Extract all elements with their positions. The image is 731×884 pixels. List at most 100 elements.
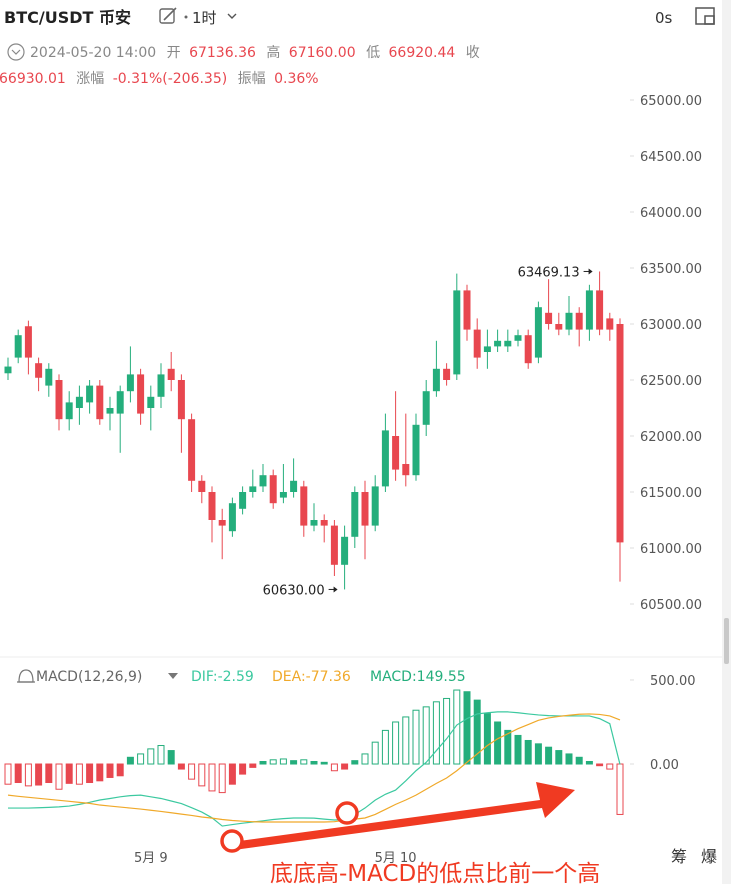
- macd-bar: [218, 763, 226, 794]
- candle-body: [208, 492, 216, 520]
- y-tick-label: 62000.00: [640, 430, 702, 445]
- macd-bar: [483, 713, 491, 765]
- macd-bar: [249, 763, 257, 768]
- candle-body: [45, 368, 53, 386]
- y-tick-label: 500.00: [650, 674, 696, 689]
- macd-bar: [371, 741, 379, 765]
- macd-bar: [65, 763, 73, 784]
- candle-body: [381, 430, 389, 487]
- macd-bar: [86, 763, 94, 784]
- y-tick-label: 64500.00: [640, 150, 702, 165]
- y-tick-label: 63000.00: [640, 318, 702, 333]
- candle-body: [524, 335, 532, 364]
- candle-body: [361, 492, 369, 526]
- high: 67160.00: [289, 45, 356, 61]
- macd-bar: [351, 760, 359, 765]
- macd-bar: [157, 745, 165, 765]
- macd-bar: [432, 701, 440, 765]
- macd-bar: [228, 763, 236, 785]
- macd-bar: [259, 760, 267, 765]
- interval-chevron[interactable]: [227, 13, 237, 19]
- macd-bar: [45, 763, 53, 784]
- layout-icon[interactable]: [695, 7, 715, 25]
- candle-body: [575, 312, 583, 330]
- macd-bar: [167, 750, 175, 765]
- edit-icon[interactable]: [159, 7, 177, 24]
- macd-bar: [514, 734, 522, 765]
- macd-bar: [616, 763, 624, 815]
- macd-bar: [555, 750, 563, 765]
- macd-bar: [392, 721, 400, 765]
- candle-body: [75, 396, 83, 408]
- dot: [184, 15, 188, 19]
- low: 66920.44: [389, 45, 456, 61]
- time: 2024-05-20 14:00: [30, 45, 156, 61]
- candle-body: [606, 318, 614, 330]
- alert-icon[interactable]: [17, 669, 35, 683]
- macd-bar: [126, 756, 134, 765]
- macd-bar: [422, 706, 430, 765]
- candle-body: [55, 380, 63, 420]
- candle-body: [534, 307, 542, 358]
- candle-body: [35, 363, 43, 378]
- amplitude: 0.36%: [274, 71, 318, 87]
- macd-bar: [575, 756, 583, 765]
- indicator-menu[interactable]: [168, 673, 178, 679]
- amplitude-label: 振幅: [238, 71, 266, 87]
- macd-bar: [14, 763, 22, 784]
- scrollbar[interactable]: [722, 0, 731, 884]
- macd-bar: [177, 763, 185, 770]
- collapse-icon[interactable]: [7, 43, 25, 61]
- macd-bar: [24, 763, 32, 787]
- candle-body: [616, 324, 624, 543]
- candle-body: [259, 475, 267, 487]
- interval[interactable]: 1时: [192, 9, 217, 27]
- annotation-arrow: [232, 782, 575, 850]
- candle-body: [371, 486, 379, 526]
- legend-dif: DIF:-2.59: [191, 669, 254, 685]
- indicator-name[interactable]: MACD(12,26,9): [36, 669, 142, 685]
- candle-body: [330, 525, 338, 565]
- macd-bar: [35, 763, 43, 786]
- macd-bar: [361, 753, 369, 765]
- y-tick-label: 0.00: [650, 758, 679, 773]
- chips-button[interactable]: 筹: [671, 847, 687, 866]
- low-label: 低: [366, 45, 380, 61]
- candle-body: [137, 374, 145, 414]
- x-tick-label: 5月 9: [134, 851, 168, 866]
- symbol[interactable]: BTC/USDT 币安: [4, 8, 131, 27]
- macd-bar: [524, 739, 532, 765]
- min-arrow: [333, 586, 338, 593]
- macd-bar: [279, 758, 287, 765]
- annotation-text: 底底高-MACD的低点比前一个高: [270, 861, 600, 884]
- macd-bar: [96, 763, 104, 782]
- candle-body: [320, 520, 328, 526]
- macd-bar: [412, 709, 420, 765]
- max-arrow: [588, 268, 593, 275]
- macd-bar: [402, 716, 410, 765]
- candle-body: [596, 290, 604, 330]
- macd-bar: [381, 729, 389, 765]
- candle-body: [453, 290, 461, 375]
- open: 67136.36: [189, 45, 256, 61]
- macd-bar: [198, 763, 206, 787]
- candle-body: [65, 402, 73, 420]
- scroll-handle[interactable]: [724, 618, 729, 664]
- macd-bar: [4, 763, 12, 785]
- macd-bar: [137, 753, 145, 765]
- candle-body: [402, 464, 410, 476]
- candle-body: [341, 536, 349, 565]
- legend-dea: DEA:-77.36: [272, 669, 351, 685]
- close: 66930.01: [0, 71, 66, 87]
- macd-bar: [473, 699, 481, 765]
- liquidation-button[interactable]: 爆: [701, 847, 717, 866]
- y-tick-label: 61500.00: [640, 486, 702, 501]
- candle-body: [443, 368, 451, 380]
- candle-body: [106, 408, 114, 414]
- candle-body: [188, 419, 196, 481]
- candle-body: [585, 290, 593, 330]
- candle-body: [157, 374, 165, 397]
- macd-bar: [565, 753, 573, 765]
